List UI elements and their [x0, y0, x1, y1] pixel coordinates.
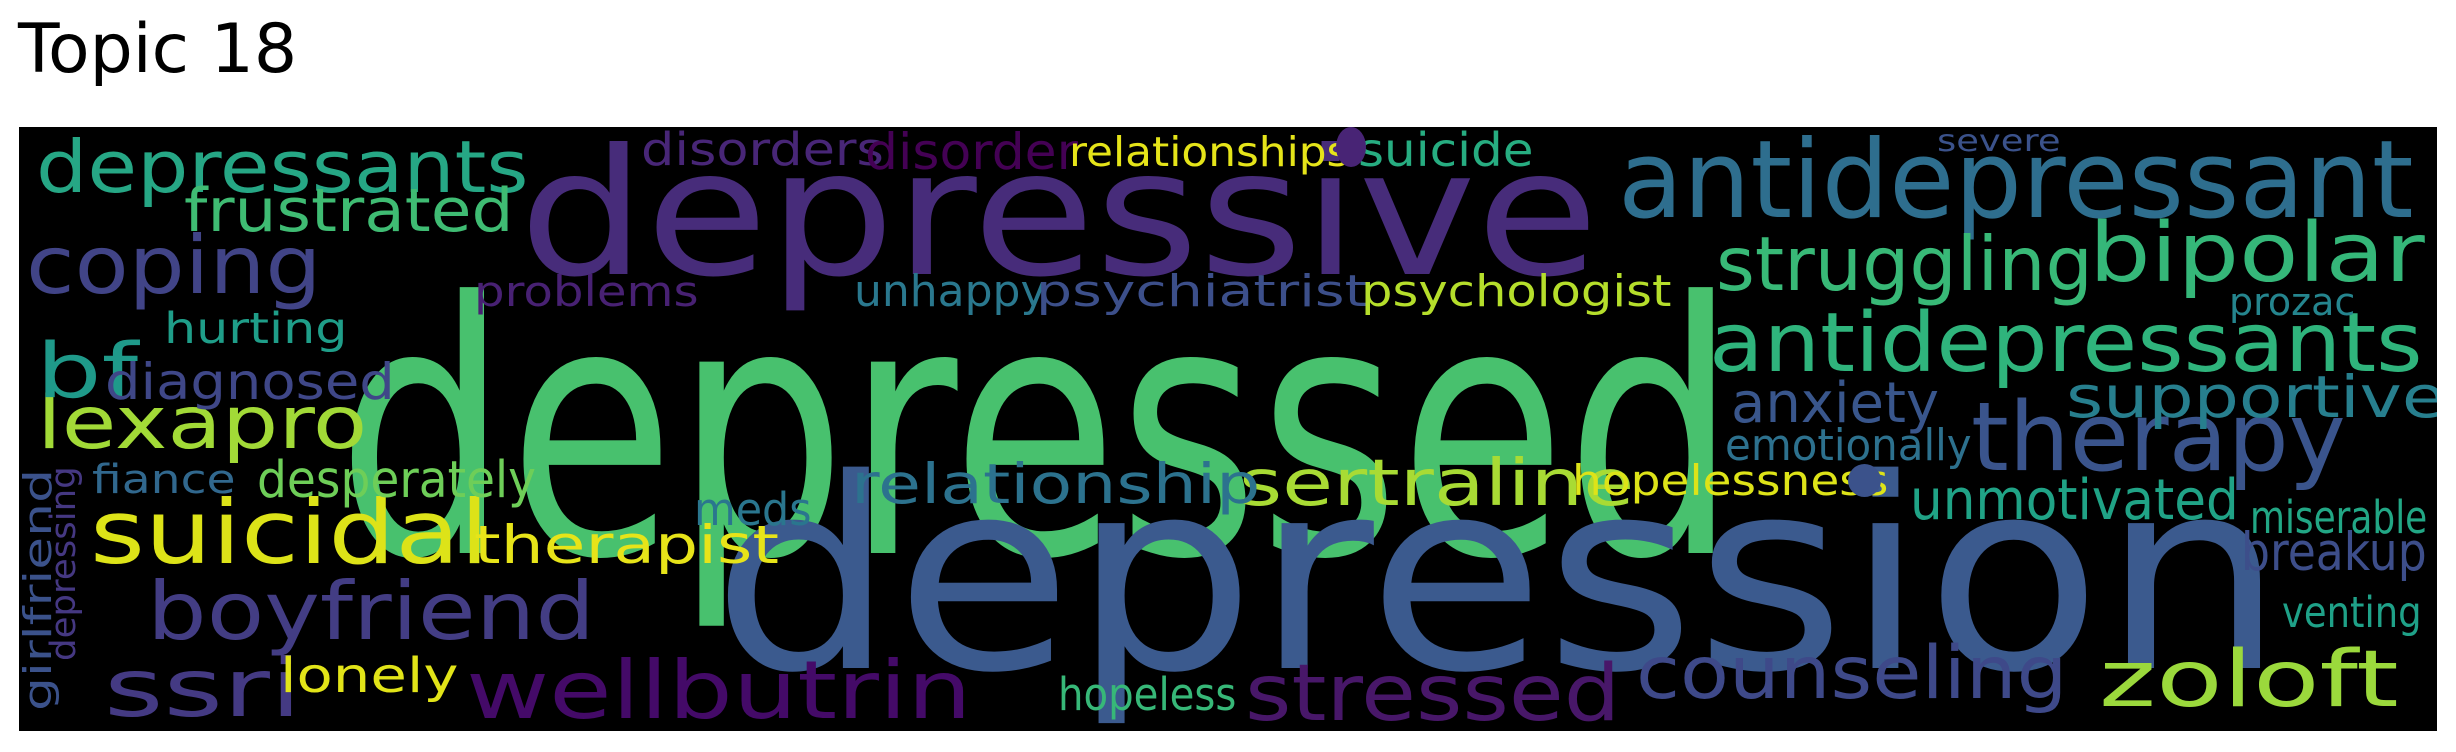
- word-emotionally: emotionally: [1725, 420, 1972, 471]
- word-breakup: breakup: [2241, 522, 2427, 583]
- word-suicidal: suicidal: [90, 481, 490, 584]
- word-wellbutrin: wellbutrin: [466, 644, 972, 731]
- word-bipolar: bipolar: [2089, 206, 2425, 301]
- word-psychologist: psychologist: [1361, 266, 1672, 317]
- word-severe: severe: [1937, 127, 2061, 159]
- word-depressive: depressive: [519, 127, 1599, 316]
- word-depression: depression: [712, 423, 2285, 731]
- word-diagnosed: diagnosed: [105, 353, 395, 411]
- word-hopelessness: hopelessness: [1572, 456, 1889, 505]
- word-sertraline: sertraline: [1239, 447, 1635, 521]
- word-hurting: hurting: [164, 304, 348, 354]
- word-bf: bf: [36, 326, 138, 415]
- word-depressed: depressed: [337, 228, 1738, 636]
- word-fragment-dot: [1848, 464, 1881, 497]
- word-relationship: relationship: [851, 452, 1261, 516]
- word-depressants: depressants: [36, 127, 529, 209]
- word-meds: meds: [694, 483, 812, 536]
- word-prozac: prozac: [2229, 280, 2356, 324]
- word-psychiatrist: psychiatrist: [1036, 266, 1367, 317]
- word-therapist: therapist: [474, 515, 780, 576]
- page-title: Topic 18: [18, 10, 298, 89]
- word-struggling: struggling: [1716, 220, 2093, 308]
- word-desperately: desperately: [257, 451, 537, 510]
- word-zoloft: zoloft: [2099, 635, 2399, 725]
- word-suicide: suicide: [1358, 127, 1534, 177]
- word-antidepressants: antidepressants: [1709, 296, 2423, 391]
- word-lonely: lonely: [280, 648, 459, 704]
- word-fragment-dot: [1336, 127, 1366, 167]
- word-disorder: disorder: [865, 127, 1079, 181]
- word-depressing: depressing: [44, 466, 84, 661]
- word-disorders: disorders: [641, 127, 884, 176]
- word-relationships: relationships: [1069, 128, 1350, 176]
- word-unmotivated: unmotivated: [1910, 468, 2239, 533]
- word-antidepressant: antidepressant: [1618, 127, 2414, 243]
- word-therapy: therapy: [1971, 383, 2346, 493]
- word-venting: venting: [2282, 588, 2422, 638]
- word-boyfriend: boyfriend: [147, 565, 596, 658]
- word-frustrated: frustrated: [184, 176, 514, 246]
- word-lexapro: lexapro: [37, 381, 368, 466]
- word-counseling: counseling: [1636, 631, 2068, 716]
- word-ssri: ssri: [104, 642, 302, 731]
- word-miserable: miserable: [2250, 491, 2428, 544]
- word-hopeless: hopeless: [1058, 668, 1237, 721]
- word-supportive: supportive: [2066, 363, 2437, 431]
- word-unhappy: unhappy: [854, 266, 1047, 317]
- word-anxiety: anxiety: [1731, 371, 1940, 436]
- word-cloud: depressed depression depressive antidepress…: [19, 127, 2437, 731]
- word-coping: coping: [26, 219, 322, 312]
- word-fiance: fiance: [92, 457, 236, 503]
- word-stressed: stressed: [1245, 649, 1621, 731]
- word-problems: problems: [474, 267, 699, 316]
